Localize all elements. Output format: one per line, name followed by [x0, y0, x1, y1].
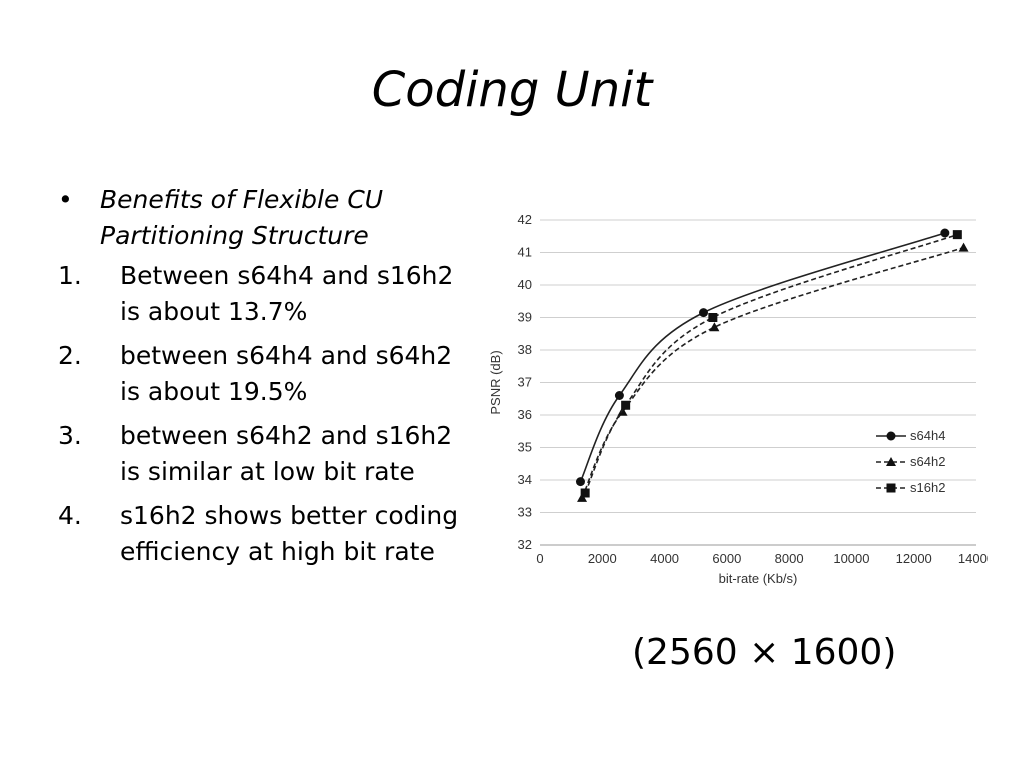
list-item: 4. s16h2 shows better coding efficiency … [58, 498, 478, 570]
bullet-item: • Benefits of Flexible CU Partitioning S… [58, 182, 478, 254]
data-point-s64h4 [575, 477, 585, 487]
data-point-s64h4 [614, 391, 624, 400]
legend-marker [886, 431, 896, 441]
list-text: s16h2 shows better coding efficiency at … [120, 501, 459, 566]
x-tick-label: 4000 [650, 551, 679, 566]
data-point-s64h4 [699, 308, 708, 318]
y-axis-label: PSNR (dB) [488, 350, 503, 414]
x-tick-label: 8000 [775, 551, 804, 566]
y-tick-label: 35 [518, 440, 532, 455]
list-number: 2. [58, 341, 82, 370]
y-tick-label: 34 [518, 472, 532, 487]
legend-label: s64h2 [910, 454, 945, 469]
list-item: 3. between s64h2 and s16h2 is similar at… [58, 418, 478, 490]
slide-title: Coding Unit [371, 62, 653, 118]
y-tick-label: 33 [518, 505, 532, 520]
chart-svg: 32 33 34 35 36 37 38 39 40 41 42 0 2000 4000 6000 8000 1… [488, 212, 994, 586]
bullet-marker: • [58, 185, 73, 214]
psnr-chart: 32 33 34 35 36 37 38 39 40 41 42 0 2000 4000 6000 8000 1… [478, 200, 994, 600]
data-point-s16h2 [952, 230, 962, 240]
y-tick-label: 39 [518, 310, 532, 325]
x-tick-label: 14000 [958, 551, 988, 566]
data-point-s64h2 [617, 406, 628, 416]
x-tick-label: 12000 [896, 551, 932, 566]
y-tick-label: 42 [518, 212, 532, 227]
list-number: 3. [58, 421, 82, 450]
x-tick-label: 0 [536, 551, 543, 566]
data-point-s16h2 [708, 313, 718, 322]
data-point-s16h2 [621, 400, 631, 410]
legend-label: s16h2 [910, 480, 945, 495]
x-tick-label: 6000 [712, 551, 741, 566]
data-point-s64h2 [709, 322, 720, 332]
y-tick-label: 37 [518, 375, 532, 390]
y-tick-label: 38 [518, 342, 532, 357]
list-item: 2. between s64h4 and s64h2 is about 19.5… [58, 338, 478, 410]
data-point-s64h2 [958, 242, 969, 252]
series-line-s16h2 [584, 233, 958, 494]
list-item: 1. Between s64h4 and s16h2 is about 13.7… [58, 258, 478, 330]
list-text: Between s64h4 and s16h2 is about 13.7% [120, 261, 454, 326]
x-tick-label: 2000 [588, 551, 617, 566]
data-point-s64h4 [940, 228, 950, 238]
list-number: 4. [58, 501, 82, 530]
y-tick-label: 41 [518, 245, 532, 260]
bullet-text: Benefits of Flexible CU Partitioning Str… [100, 185, 384, 250]
list-text: between s64h4 and s64h2 is about 19.5% [120, 341, 453, 406]
resolution-caption: (2560 × 1600) [632, 632, 897, 673]
x-tick-label: 10000 [833, 551, 869, 566]
data-point-s16h2 [580, 488, 590, 498]
legend-marker [886, 483, 896, 493]
x-axis-label: bit-rate (Kb/s) [719, 571, 798, 586]
slide-content: • Benefits of Flexible CU Partitioning S… [58, 182, 478, 578]
legend-label: s64h4 [910, 428, 945, 443]
series-line-s64h4 [579, 232, 946, 482]
legend-marker [886, 457, 896, 466]
y-tick-label: 32 [518, 537, 532, 552]
list-number: 1. [58, 261, 82, 290]
list-text: between s64h2 and s16h2 is similar at lo… [120, 421, 453, 486]
y-tick-label: 36 [518, 407, 532, 422]
y-tick-label: 40 [518, 277, 532, 292]
